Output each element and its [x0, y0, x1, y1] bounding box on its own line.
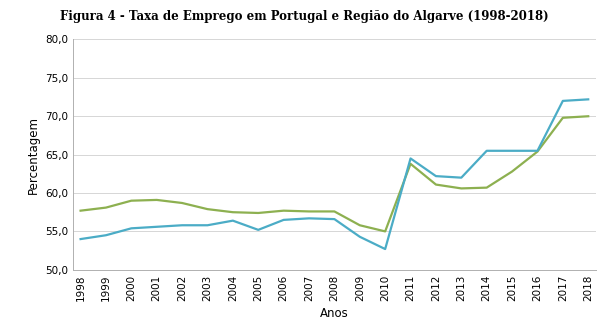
- Portugal: [534, 150, 541, 154]
- Portugal: [153, 198, 161, 202]
- Algarve: [77, 237, 85, 241]
- Portugal: [77, 209, 85, 213]
- Portugal: [305, 210, 313, 214]
- Line: Portugal: Portugal: [81, 116, 588, 231]
- Algarve: [508, 149, 516, 153]
- Y-axis label: Percentagem: Percentagem: [26, 115, 40, 194]
- Algarve: [179, 223, 186, 227]
- Algarve: [584, 97, 592, 101]
- Algarve: [432, 174, 440, 178]
- Portugal: [356, 223, 364, 227]
- Algarve: [204, 223, 211, 227]
- Portugal: [508, 169, 516, 173]
- Portugal: [381, 229, 389, 233]
- Algarve: [102, 233, 109, 237]
- Algarve: [331, 217, 338, 221]
- Portugal: [280, 209, 288, 213]
- Algarve: [381, 247, 389, 251]
- Portugal: [204, 207, 211, 211]
- Algarve: [255, 228, 262, 232]
- Algarve: [356, 235, 364, 239]
- Portugal: [432, 183, 440, 187]
- Portugal: [331, 210, 338, 214]
- Algarve: [153, 225, 161, 229]
- Portugal: [128, 199, 135, 203]
- Algarve: [559, 99, 567, 103]
- Text: Figura 4 - Taxa de Emprego em Portugal e Região do Algarve (1998-2018): Figura 4 - Taxa de Emprego em Portugal e…: [60, 10, 548, 23]
- Algarve: [458, 176, 465, 180]
- X-axis label: Anos: Anos: [320, 307, 349, 320]
- Portugal: [458, 187, 465, 190]
- Algarve: [305, 216, 313, 220]
- Algarve: [483, 149, 490, 153]
- Portugal: [255, 211, 262, 215]
- Portugal: [483, 186, 490, 190]
- Algarve: [407, 157, 414, 161]
- Portugal: [102, 206, 109, 210]
- Portugal: [179, 201, 186, 205]
- Algarve: [534, 149, 541, 153]
- Line: Algarve: Algarve: [81, 99, 588, 249]
- Portugal: [407, 162, 414, 166]
- Portugal: [559, 116, 567, 120]
- Algarve: [280, 218, 288, 222]
- Algarve: [128, 226, 135, 230]
- Portugal: [584, 114, 592, 118]
- Portugal: [229, 210, 237, 214]
- Algarve: [229, 219, 237, 223]
